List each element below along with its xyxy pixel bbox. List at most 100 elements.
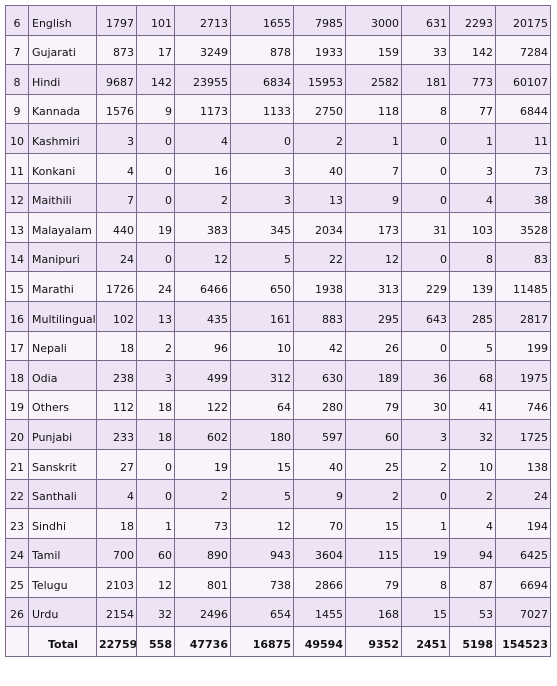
value-cell: 2 <box>449 478 496 510</box>
value-cell: 4 <box>449 508 496 539</box>
value-cell: 2496 <box>174 596 231 628</box>
value-cell: 1 <box>136 508 175 539</box>
serial-number-cell: 6 <box>5 5 29 36</box>
serial-number-cell: 11 <box>5 152 29 184</box>
value-cell: 2582 <box>345 64 402 95</box>
value-cell: 5 <box>230 478 294 510</box>
value-cell: 0 <box>401 182 450 214</box>
language-name-cell: Malayalam <box>28 212 97 243</box>
language-name-cell: English <box>28 5 97 36</box>
value-cell: 11485 <box>495 271 551 302</box>
table-row: 20 Punjabi 233 18 602 180 597 60 3 32 1725 <box>5 419 551 450</box>
value-cell: 643 <box>401 300 450 332</box>
value-cell: 26 <box>345 330 402 362</box>
value-cell: 11 <box>495 123 551 154</box>
table-body: 6 English 1797 101 2713 1655 7985 3000 631 2293 20… <box>5 5 551 658</box>
value-cell: 7027 <box>495 596 551 628</box>
value-cell: 700 <box>96 537 137 569</box>
serial-number-cell: 20 <box>5 419 29 450</box>
value-cell: 19 <box>136 212 175 243</box>
value-cell: 2 <box>136 330 175 362</box>
value-cell: 2713 <box>174 5 231 36</box>
value-cell: 1975 <box>495 360 551 391</box>
value-cell: 9 <box>136 93 175 125</box>
value-cell: 8 <box>401 567 450 598</box>
value-cell: 5 <box>230 241 294 273</box>
serial-number-cell: 15 <box>5 271 29 302</box>
language-name-cell: Multilingual <box>28 300 97 332</box>
language-name-cell: Gujarati <box>28 34 97 66</box>
value-cell: 102 <box>96 300 137 332</box>
value-cell: 181 <box>401 64 450 95</box>
value-cell: 15 <box>401 596 450 628</box>
value-cell: 1 <box>449 123 496 154</box>
value-cell: 115 <box>345 537 402 569</box>
value-cell: 142 <box>136 64 175 95</box>
value-cell: 40 <box>293 152 346 184</box>
value-cell: 1576 <box>96 93 137 125</box>
table-row: 7 Gujarati 873 17 3249 878 1933 159 33 142 7284 <box>5 34 551 66</box>
value-cell: 435 <box>174 300 231 332</box>
value-cell: 96 <box>174 330 231 362</box>
value-cell: 4 <box>449 182 496 214</box>
language-name-cell: Kannada <box>28 93 97 125</box>
table-row: 19 Others 112 18 122 64 280 79 30 41 746 <box>5 389 551 421</box>
value-cell: 173 <box>345 212 402 243</box>
value-cell: 40 <box>293 448 346 480</box>
total-value-cell: 154523 <box>495 626 551 658</box>
value-cell: 3249 <box>174 34 231 66</box>
serial-number-cell: 19 <box>5 389 29 421</box>
table-row: 23 Sindhi 18 1 73 12 70 15 1 4 194 <box>5 508 551 539</box>
value-cell: 4 <box>96 152 137 184</box>
value-cell: 33 <box>401 34 450 66</box>
value-cell: 1725 <box>495 419 551 450</box>
value-cell: 2 <box>345 478 402 510</box>
value-cell: 738 <box>230 567 294 598</box>
language-name-cell: Sindhi <box>28 508 97 539</box>
value-cell: 238 <box>96 360 137 391</box>
language-name-cell: Maithili <box>28 182 97 214</box>
value-cell: 383 <box>174 212 231 243</box>
value-cell: 0 <box>136 241 175 273</box>
value-cell: 9 <box>345 182 402 214</box>
value-cell: 3 <box>449 152 496 184</box>
value-cell: 7 <box>345 152 402 184</box>
value-cell: 746 <box>495 389 551 421</box>
value-cell: 0 <box>136 182 175 214</box>
value-cell: 18 <box>136 389 175 421</box>
language-name-cell: Punjabi <box>28 419 97 450</box>
value-cell: 0 <box>230 123 294 154</box>
language-name-cell: Nepali <box>28 330 97 362</box>
value-cell: 60107 <box>495 64 551 95</box>
value-cell: 60 <box>136 537 175 569</box>
value-cell: 0 <box>401 330 450 362</box>
serial-number-cell: 9 <box>5 93 29 125</box>
value-cell: 0 <box>401 152 450 184</box>
value-cell: 6425 <box>495 537 551 569</box>
value-cell: 602 <box>174 419 231 450</box>
table-row: 14 Manipuri 24 0 12 5 22 12 0 8 83 <box>5 241 551 273</box>
value-cell: 1938 <box>293 271 346 302</box>
value-cell: 2 <box>401 448 450 480</box>
value-cell: 1655 <box>230 5 294 36</box>
serial-number-cell: 25 <box>5 567 29 598</box>
table-row: 8 Hindi 9687 142 23955 6834 15953 2582 181 773 601… <box>5 64 551 95</box>
value-cell: 3528 <box>495 212 551 243</box>
value-cell: 6844 <box>495 93 551 125</box>
value-cell: 42 <box>293 330 346 362</box>
value-cell: 3 <box>401 419 450 450</box>
value-cell: 73 <box>174 508 231 539</box>
value-cell: 79 <box>345 389 402 421</box>
serial-number-cell: 23 <box>5 508 29 539</box>
value-cell: 2 <box>174 478 231 510</box>
value-cell: 1 <box>345 123 402 154</box>
value-cell: 873 <box>96 34 137 66</box>
language-statistics-table: 6 English 1797 101 2713 1655 7985 3000 631 2293 20… <box>5 5 551 658</box>
serial-number-cell: 8 <box>5 64 29 95</box>
language-name-cell: Marathi <box>28 271 97 302</box>
value-cell: 9 <box>293 478 346 510</box>
total-value-cell: 16875 <box>230 626 294 658</box>
value-cell: 118 <box>345 93 402 125</box>
value-cell: 0 <box>136 478 175 510</box>
total-serial-cell <box>5 626 29 658</box>
